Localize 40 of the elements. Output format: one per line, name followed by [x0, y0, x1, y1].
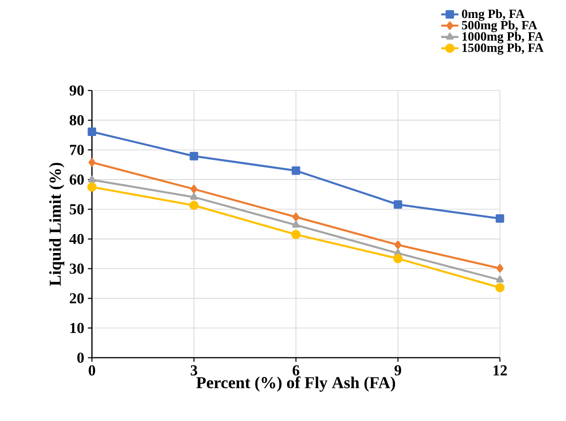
y-tick-label: 80: [70, 115, 84, 126]
point: [496, 214, 504, 223]
y-tick-label: 90: [70, 85, 84, 96]
point: [87, 182, 97, 192]
point: [393, 254, 403, 264]
legend-label: 500mg Pb, FA: [462, 20, 538, 32]
x-tick-label: 9: [394, 365, 402, 376]
y-tick-label: 50: [70, 204, 84, 214]
point: [88, 128, 96, 136]
point: [88, 158, 96, 167]
x-tick-label: 3: [190, 365, 198, 376]
point: [292, 220, 300, 228]
y-tick-label: 40: [69, 234, 84, 244]
x-tick-label: 6: [292, 365, 300, 376]
point: [190, 184, 198, 194]
y-tick-label: 0: [77, 352, 84, 363]
point: [496, 276, 504, 283]
point: [495, 283, 505, 292]
point: [394, 240, 402, 250]
y-tick-label: 20: [70, 293, 84, 304]
y-tick-label: 30: [70, 264, 84, 274]
y-tick-label: 10: [70, 322, 84, 334]
point: [190, 152, 198, 160]
x-axis-title: Percent (%) of Fly Ash (FA): [196, 376, 396, 392]
point: [189, 200, 199, 210]
legend-label: 0mg Pb, FA: [462, 9, 525, 21]
point: [88, 176, 96, 183]
legend-label: 1500mg Pb, FA: [462, 43, 544, 55]
point: [292, 212, 300, 222]
point: [394, 200, 402, 209]
x-tick-label: 12: [494, 365, 507, 376]
point: [291, 230, 301, 240]
legend-label: 1000mg Pb, FA: [462, 32, 544, 44]
y-tick-label: 60: [70, 174, 84, 185]
point: [292, 166, 300, 175]
y-axis-title: Liquid Limit (%): [49, 162, 64, 286]
point: [496, 264, 504, 273]
point: [190, 192, 198, 200]
x-tick-label: 0: [88, 365, 96, 376]
y-tick-label: 70: [70, 144, 84, 156]
